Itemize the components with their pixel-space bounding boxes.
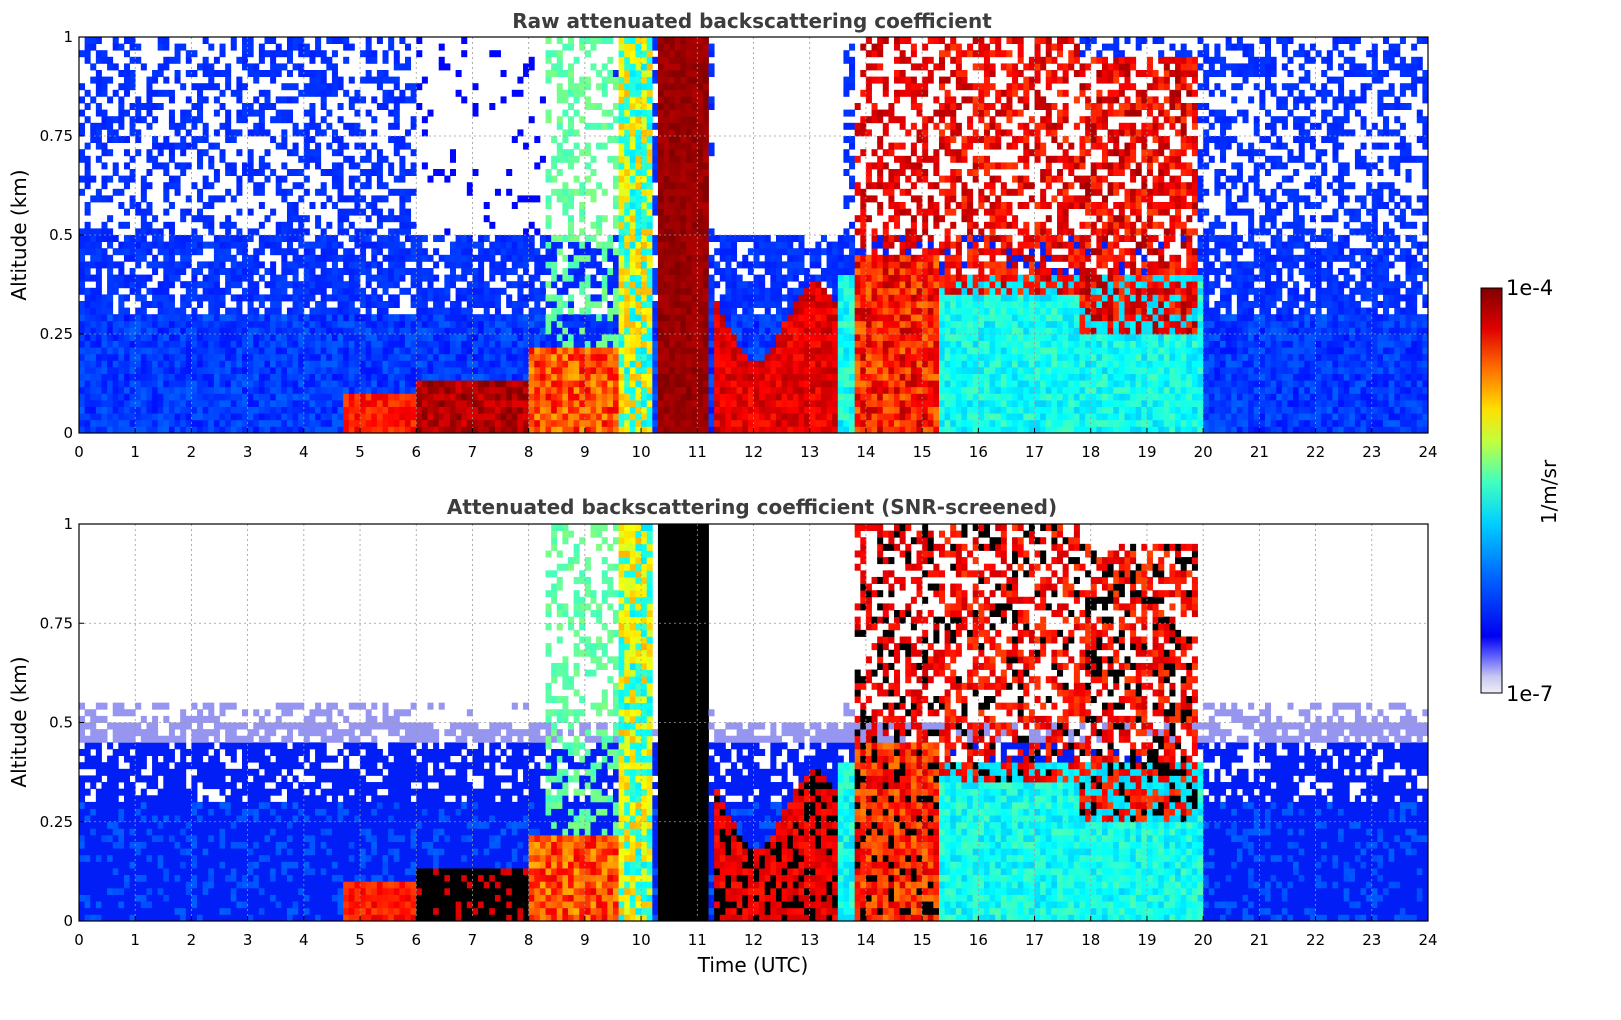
x-tick-label: 14 xyxy=(856,931,875,949)
x-tick-label: 21 xyxy=(1250,931,1269,949)
top-grid xyxy=(79,37,1428,433)
colorbar: 1e-4 1e-7 1/m/sr xyxy=(1480,276,1561,706)
x-tick-label: 20 xyxy=(1194,443,1213,461)
x-tick-label: 16 xyxy=(969,931,988,949)
colorbar-bottom-label: 1e-7 xyxy=(1506,682,1553,706)
x-tick-label: 2 xyxy=(187,931,197,949)
x-tick-label: 16 xyxy=(969,443,988,461)
x-tick-label: 9 xyxy=(580,443,590,461)
bottom-grid xyxy=(79,524,1428,921)
x-tick-label: 21 xyxy=(1250,443,1269,461)
top-y-ticks: 0 0.25 0.5 0.75 1 xyxy=(40,28,84,442)
x-tick-label: 3 xyxy=(243,931,253,949)
top-heatmap xyxy=(79,37,1429,434)
bottom-panel: Attenuated backscattering coefficient (S… xyxy=(7,495,1438,977)
x-tick-label: 11 xyxy=(688,443,707,461)
bottom-y-ticks: 0 0.25 0.5 0.75 1 xyxy=(40,515,84,930)
x-tick-label: 3 xyxy=(243,443,253,461)
x-tick-label: 0 xyxy=(74,443,84,461)
bottom-x-ticks: 0 1 2 3 4 5 6 7 8 9 10 11 12 13 14 15 16 17 18 19 20 21 22 23 24 xyxy=(74,916,1438,949)
x-tick-label: 1 xyxy=(130,931,140,949)
x-tick-label: 5 xyxy=(355,931,365,949)
x-tick-label: 15 xyxy=(913,443,932,461)
x-tick-label: 14 xyxy=(856,443,875,461)
x-tick-label: 12 xyxy=(744,931,763,949)
x-tick-label: 22 xyxy=(1306,443,1325,461)
y-tick-label: 1 xyxy=(63,515,73,533)
x-tick-label: 22 xyxy=(1306,931,1325,949)
x-tick-label: 8 xyxy=(524,443,534,461)
top-y-axis-label: Altitude (km) xyxy=(7,169,31,300)
x-tick-label: 8 xyxy=(524,931,534,949)
y-tick-label: 0.5 xyxy=(49,226,73,244)
x-tick-label: 4 xyxy=(299,931,309,949)
colorbar-gradient xyxy=(1480,287,1503,694)
x-tick-label: 10 xyxy=(632,443,651,461)
x-tick-label: 19 xyxy=(1137,931,1156,949)
x-tick-label: 12 xyxy=(744,443,763,461)
x-tick-label: 11 xyxy=(688,931,707,949)
x-tick-label: 13 xyxy=(800,931,819,949)
x-tick-label: 13 xyxy=(800,443,819,461)
top-panel: Raw attenuated backscattering coefficien… xyxy=(7,9,1438,461)
x-tick-label: 24 xyxy=(1418,931,1437,949)
x-tick-label: 23 xyxy=(1362,443,1381,461)
top-panel-title: Raw attenuated backscattering coefficien… xyxy=(512,9,992,33)
bottom-heatmap xyxy=(79,524,1429,922)
x-tick-label: 24 xyxy=(1418,443,1437,461)
y-tick-label: 0.5 xyxy=(49,714,73,732)
x-tick-label: 17 xyxy=(1025,931,1044,949)
colorbar-label: 1/m/sr xyxy=(1537,459,1561,524)
x-tick-label: 9 xyxy=(580,931,590,949)
x-tick-label: 4 xyxy=(299,443,309,461)
x-tick-label: 15 xyxy=(913,931,932,949)
bottom-panel-title: Attenuated backscattering coefficient (S… xyxy=(447,495,1057,519)
y-tick-label: 1 xyxy=(63,28,73,46)
x-tick-label: 10 xyxy=(632,931,651,949)
x-tick-label: 7 xyxy=(468,443,478,461)
x-tick-label: 20 xyxy=(1194,931,1213,949)
y-tick-label: 0 xyxy=(63,912,73,930)
top-x-ticks: 0 1 2 3 4 5 6 7 8 9 10 11 12 13 14 15 16 17 18 19 20 21 22 23 24 xyxy=(74,428,1438,461)
x-tick-label: 5 xyxy=(355,443,365,461)
x-tick-label: 6 xyxy=(411,931,421,949)
y-tick-label: 0 xyxy=(63,424,73,442)
x-tick-label: 6 xyxy=(411,443,421,461)
x-axis-label: Time (UTC) xyxy=(697,953,809,977)
x-tick-label: 18 xyxy=(1081,443,1100,461)
colorbar-top-label: 1e-4 xyxy=(1506,276,1553,300)
x-tick-label: 23 xyxy=(1362,931,1381,949)
y-tick-label: 0.25 xyxy=(40,325,73,343)
x-tick-label: 17 xyxy=(1025,443,1044,461)
y-tick-label: 0.75 xyxy=(40,614,73,632)
y-tick-label: 0.25 xyxy=(40,813,73,831)
x-tick-label: 1 xyxy=(130,443,140,461)
x-tick-label: 2 xyxy=(187,443,197,461)
bottom-y-axis-label: Altitude (km) xyxy=(7,656,31,787)
x-tick-label: 7 xyxy=(468,931,478,949)
x-tick-label: 19 xyxy=(1137,443,1156,461)
x-tick-label: 0 xyxy=(74,931,84,949)
y-tick-label: 0.75 xyxy=(40,127,73,145)
x-tick-label: 18 xyxy=(1081,931,1100,949)
